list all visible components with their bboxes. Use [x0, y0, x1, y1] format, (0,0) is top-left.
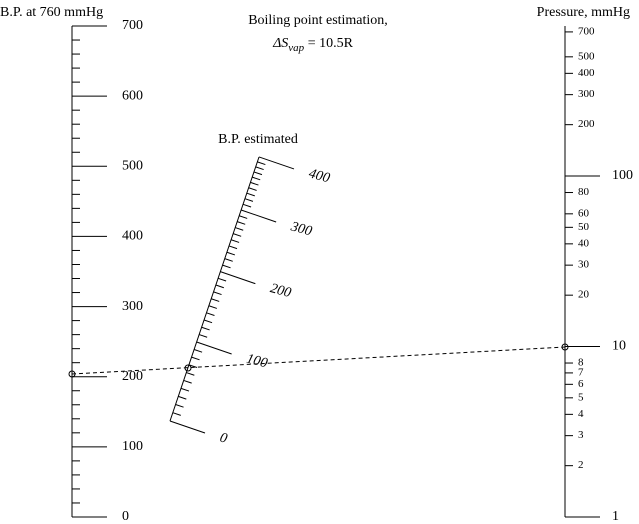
tick-label: 40 — [578, 237, 590, 249]
minor-tick — [193, 349, 203, 353]
tick-label: 500 — [122, 159, 143, 174]
tick-label: 20 — [578, 289, 590, 301]
minor-tick — [217, 277, 227, 282]
tick-label: 300 — [122, 299, 143, 314]
left-scale-label: B.P. at 760 mmHg — [0, 5, 103, 20]
minor-tick — [250, 181, 259, 186]
middle-axis — [169, 156, 260, 422]
minor-tick — [257, 161, 266, 166]
tick-label: 400 — [122, 229, 143, 244]
tick-label: 200 — [122, 369, 143, 384]
minor-tick — [180, 387, 190, 392]
minor-tick — [224, 258, 233, 262]
tick-label: 100 — [245, 351, 269, 371]
minor-tick — [248, 187, 257, 191]
minor-tick — [213, 291, 222, 296]
minor-tick — [233, 233, 242, 237]
tick-label: 200 — [578, 118, 595, 130]
minor-tick — [175, 404, 184, 408]
tick-label: 4 — [578, 408, 584, 420]
minor-tick — [191, 356, 200, 361]
minor-tick — [215, 284, 224, 289]
minor-tick — [244, 198, 254, 202]
tick-label: 500 — [578, 50, 595, 62]
tick-label: 10 — [612, 339, 626, 354]
formula: ΔSvap = 10.5R — [272, 36, 354, 53]
middle-scale-label: B.P. estimated — [218, 132, 298, 147]
tick-label: 80 — [578, 186, 590, 198]
tick-label: 0 — [122, 509, 129, 524]
minor-tick — [203, 319, 213, 324]
minor-tick — [226, 251, 236, 256]
tick-label: 3 — [578, 429, 584, 441]
minor-tick — [242, 203, 252, 208]
minor-tick — [237, 221, 246, 225]
reading-line — [71, 346, 566, 375]
tick — [258, 156, 295, 170]
minor-tick — [211, 298, 220, 302]
minor-tick — [222, 264, 231, 269]
reading-point — [184, 364, 192, 372]
tick — [220, 271, 256, 285]
tick-label: 8 — [578, 357, 584, 369]
tick-label: 700 — [578, 25, 595, 37]
tick-label: 100 — [122, 439, 143, 454]
tick-label: 300 — [288, 219, 313, 239]
minor-tick — [183, 379, 192, 384]
tick-label: 0 — [218, 430, 229, 446]
tick-label: 400 — [307, 166, 331, 186]
tick-label: 5 — [578, 391, 584, 403]
title: Boiling point estimation, — [248, 13, 388, 28]
minor-tick — [253, 171, 263, 176]
tick-label: 700 — [122, 18, 143, 33]
minor-tick — [239, 215, 248, 219]
minor-tick — [178, 395, 187, 400]
tick — [196, 341, 232, 355]
tick-label: 6 — [578, 378, 584, 390]
minor-tick — [201, 326, 210, 331]
minor-tick — [255, 166, 264, 171]
minor-tick — [186, 372, 195, 376]
tick — [240, 209, 277, 223]
tick-label: 50 — [578, 221, 590, 233]
tick-label: 600 — [122, 88, 143, 103]
formula-subscript: vap — [288, 42, 304, 54]
formula-rest: = 10.5R — [304, 36, 353, 51]
tick-label: 100 — [612, 168, 633, 183]
formula-symbol: ΔS — [272, 36, 288, 51]
tick-label: 60 — [578, 207, 590, 219]
tick-label: 300 — [578, 88, 595, 100]
minor-tick — [235, 227, 244, 231]
tick-label: 1 — [612, 509, 619, 524]
tick-label: 30 — [578, 259, 590, 271]
minor-tick — [246, 192, 255, 197]
tick-label: 7 — [578, 366, 584, 378]
minor-tick — [252, 176, 261, 181]
minor-tick — [230, 239, 240, 243]
tick-label: 200 — [268, 281, 292, 301]
minor-tick — [206, 312, 215, 316]
right-scale-label: Pressure, mmHg — [537, 5, 630, 20]
minor-tick — [172, 412, 181, 416]
minor-tick — [208, 305, 218, 309]
tick-label: 2 — [578, 459, 584, 471]
minor-tick — [228, 245, 238, 250]
minor-tick — [198, 334, 208, 338]
tick-label: 400 — [578, 67, 595, 79]
minor-tick — [188, 364, 198, 368]
tick — [169, 420, 206, 434]
